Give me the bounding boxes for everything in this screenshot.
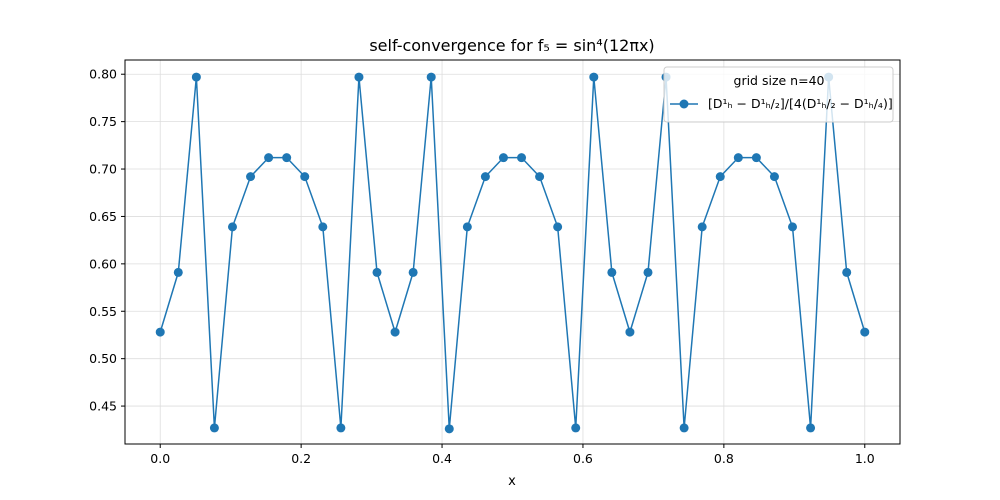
data-point [318,222,328,232]
data-point [535,172,545,182]
y-tick-label: 0.80 [89,67,117,82]
data-point [300,172,310,182]
x-axis-label: x [508,474,516,489]
legend-series-label: [D¹ₕ − D¹ₕ/₂]/[4(D¹ₕ/₂ − D¹ₕ/₄)] [708,96,893,111]
y-tick-label: 0.75 [89,114,117,129]
x-tick-label: 0.4 [432,451,452,466]
data-point [806,423,816,433]
data-point [209,423,219,433]
y-tick-label: 0.50 [89,351,117,366]
y-tick-label: 0.70 [89,162,117,177]
data-point [480,172,490,182]
data-point [643,267,653,277]
y-tick-label: 0.55 [89,304,117,319]
y-tick-label: 0.45 [89,399,117,414]
x-tick-label: 1.0 [855,451,875,466]
data-point [679,423,689,433]
grid [125,60,900,444]
data-point [336,423,346,433]
legend-marker-sample [679,99,689,109]
series-line [159,76,866,430]
chart-title: self-convergence for f₅ = sin⁴(12πx) [369,36,654,55]
y-tick-label: 0.60 [89,256,117,271]
data-point [553,222,563,232]
data-point [715,172,725,182]
x-tick-label: 0.6 [573,451,593,466]
data-point [462,222,472,232]
data-point [173,267,183,277]
y-axis-ticks: 0.45 0.50 0.55 0.60 0.65 0.70 0.75 0.80 [89,67,125,414]
data-point [390,327,400,337]
data-point [264,153,274,163]
data-point [282,153,292,163]
data-point [769,172,779,182]
data-point [498,153,508,163]
x-axis-ticks: 0.0 0.2 0.4 0.6 0.8 1.0 [150,444,875,466]
data-point [697,222,707,232]
data-point [589,72,599,82]
data-point [517,153,527,163]
legend-title: grid size n=40 [734,73,825,88]
x-tick-label: 0.0 [150,451,170,466]
data-point [860,327,870,337]
data-point [191,72,201,82]
legend-box [663,66,894,123]
chart-title-text: self-convergence for f₅ = sin⁴(12πx) [369,36,654,55]
data-point [246,172,256,182]
data-point [733,153,743,163]
data-point [444,424,454,434]
plot-frame [124,59,901,445]
data-point [426,72,436,82]
data-point [155,327,165,337]
data-point [408,267,418,277]
y-tick-label: 0.65 [89,209,117,224]
data-point [372,267,382,277]
data-point [571,423,581,433]
data-point [354,72,364,82]
x-tick-label: 0.2 [291,451,311,466]
x-tick-label: 0.8 [714,451,734,466]
data-point [607,267,617,277]
data-point [751,153,761,163]
legend: grid size n=40 [D¹ₕ − D¹ₕ/₂]/[4(D¹ₕ/₂ − … [663,66,894,123]
data-point [842,267,852,277]
data-point [625,327,635,337]
data-point [788,222,798,232]
data-point [227,222,237,232]
